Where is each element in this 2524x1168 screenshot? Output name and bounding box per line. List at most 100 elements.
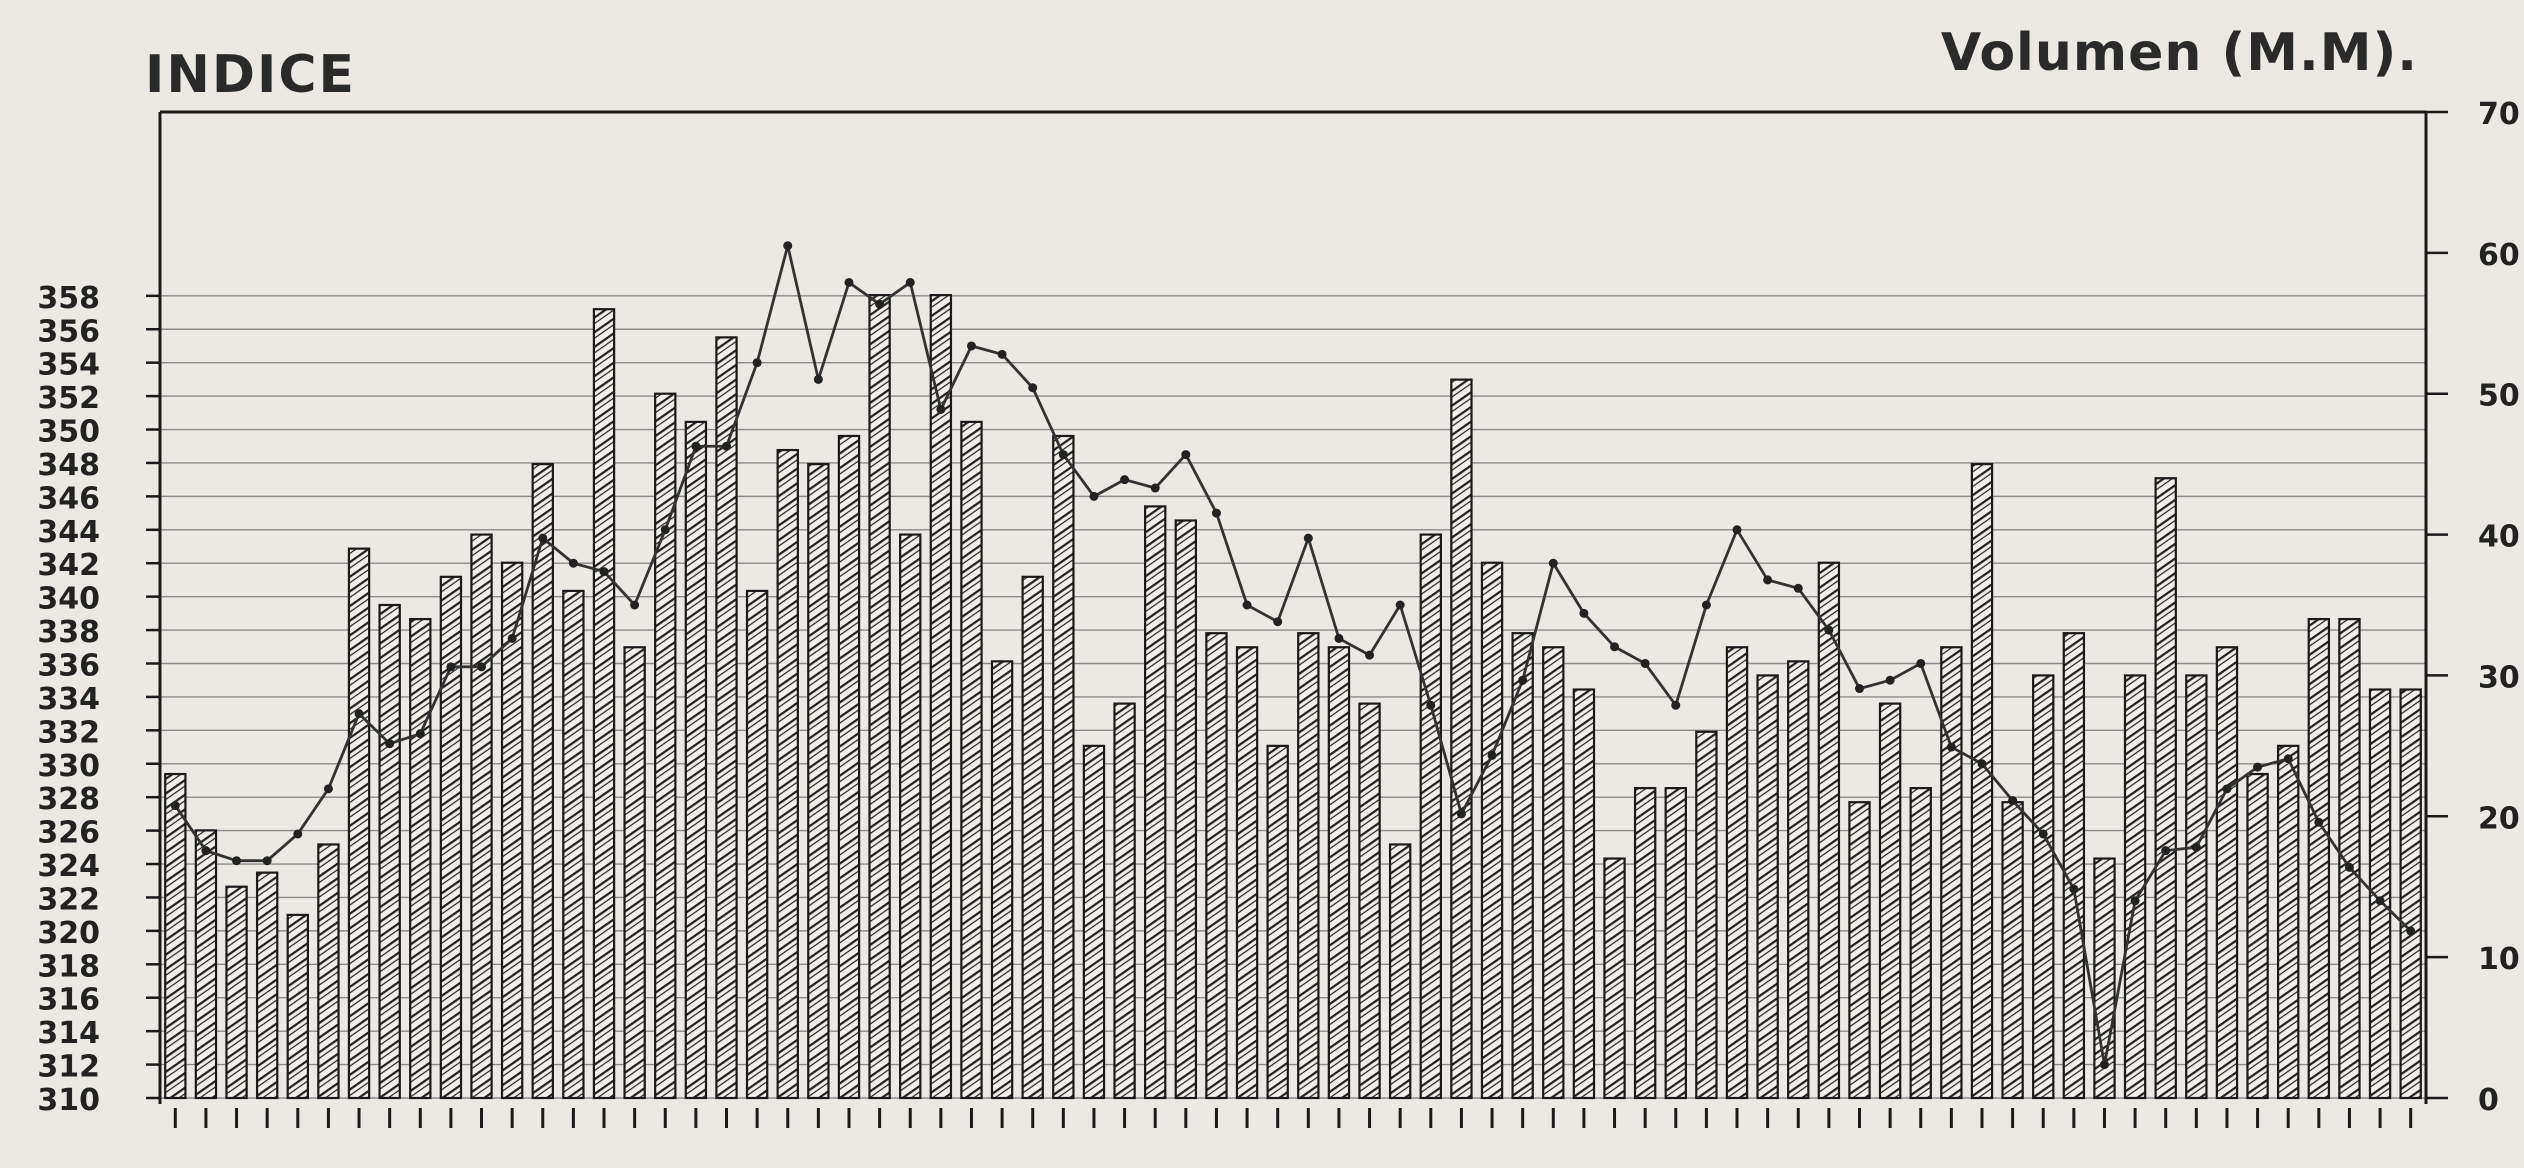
index-point [2038, 829, 2048, 839]
index-point [170, 801, 180, 811]
index-point [630, 600, 640, 610]
volume-bar [409, 617, 432, 1100]
index-point [201, 846, 211, 856]
volume-bar [2399, 688, 2422, 1100]
index-point [660, 525, 670, 535]
left-tick-label: 350 [37, 415, 100, 450]
index-point [2069, 884, 2079, 894]
plot-frame [158, 110, 2428, 1104]
volume-bar [1266, 744, 1289, 1100]
index-point [1089, 491, 1099, 501]
left-tick-label: 324 [37, 849, 100, 884]
volume-bar [1970, 463, 1994, 1100]
index-point [2344, 862, 2354, 872]
index-point [966, 341, 976, 351]
volume-bar [1511, 632, 1534, 1100]
right-axis-title: Volumen (M.M). [1941, 23, 2418, 83]
index-point [538, 533, 548, 543]
volume-bar [1235, 646, 1259, 1100]
index-point [446, 662, 456, 672]
index-point [262, 856, 272, 866]
index-point [1181, 450, 1191, 460]
left-tick-label: 326 [37, 816, 100, 851]
volume-bar [2154, 477, 2177, 1100]
volume-bar [2338, 617, 2361, 1100]
index-point [1671, 700, 1681, 710]
volume-bar [837, 434, 861, 1100]
index-point [2191, 842, 2201, 852]
right-tick-label: 50 [2478, 379, 2520, 414]
index-point [1579, 608, 1589, 618]
index-point [905, 277, 915, 287]
volume-bar [470, 533, 493, 1100]
volume-bar [1787, 660, 1810, 1100]
volume-bars [164, 294, 2422, 1100]
volume-bar [1113, 702, 1136, 1100]
volume-bar [960, 420, 983, 1100]
volume-bar [1878, 702, 1902, 1100]
volume-bar [562, 589, 585, 1100]
index-point [415, 729, 425, 739]
index-point [997, 349, 1007, 359]
left-tick-label: 352 [37, 381, 100, 416]
volume-bar [1848, 801, 1871, 1100]
index-point [1058, 450, 1068, 460]
volume-bar [1450, 378, 1473, 1100]
volume-bar [1633, 787, 1657, 1100]
index-point [2283, 754, 2293, 764]
volume-bar [2032, 674, 2055, 1100]
index-point [2406, 926, 2416, 936]
index-point [1732, 525, 1742, 535]
index-point [1855, 684, 1864, 694]
left-tick-label: 322 [37, 882, 100, 917]
right-tick-label: 70 [2478, 97, 2520, 132]
index-point [2161, 846, 2171, 856]
left-tick-label: 332 [37, 715, 100, 750]
volume-bar [378, 603, 401, 1100]
index-point [385, 739, 395, 749]
index-point [1273, 617, 1283, 627]
volume-bar [623, 646, 646, 1100]
index-point [1763, 575, 1773, 585]
left-tick-label: 348 [37, 448, 100, 483]
left-tick-label: 358 [37, 281, 100, 316]
volume-bar [2062, 632, 2086, 1100]
index-point [477, 662, 487, 672]
volume-bar [1388, 843, 1412, 1100]
index-point [1211, 508, 1221, 518]
index-point [2222, 784, 2232, 794]
volume-bar [715, 336, 738, 1100]
volume-bar [194, 829, 218, 1100]
right-tick-label: 60 [2478, 238, 2520, 273]
volume-bar [1052, 434, 1075, 1100]
index-point [936, 404, 946, 414]
volume-bar [807, 463, 830, 1100]
right-tick-label: 40 [2478, 520, 2520, 555]
index-point [1518, 675, 1528, 685]
index-point [1916, 658, 1926, 668]
index-point [783, 241, 793, 251]
index-point [1548, 558, 1558, 568]
volume-bar [347, 547, 371, 1100]
index-point [752, 358, 762, 368]
right-tick-label: 10 [2478, 942, 2520, 977]
volume-bar [1756, 674, 1779, 1100]
index-point [1824, 625, 1834, 635]
right-axis-tick-labels: 70 60 50 40 30 20 10 0 [2426, 97, 2520, 1118]
right-tick-label: 20 [2478, 801, 2520, 836]
index-point [568, 558, 578, 568]
volume-bar [2185, 674, 2208, 1100]
index-point [2314, 817, 2324, 827]
volume-bar [2368, 688, 2392, 1100]
index-point [232, 856, 242, 866]
index-point [2375, 896, 2385, 906]
index-point [1487, 750, 1497, 760]
left-tick-label: 338 [37, 615, 100, 650]
index-point [1946, 742, 1956, 752]
index-point [1456, 809, 1466, 819]
index-point [691, 441, 701, 451]
left-tick-label: 354 [37, 348, 100, 383]
left-tick-label: 320 [37, 916, 100, 951]
volume-bar [1021, 575, 1044, 1100]
